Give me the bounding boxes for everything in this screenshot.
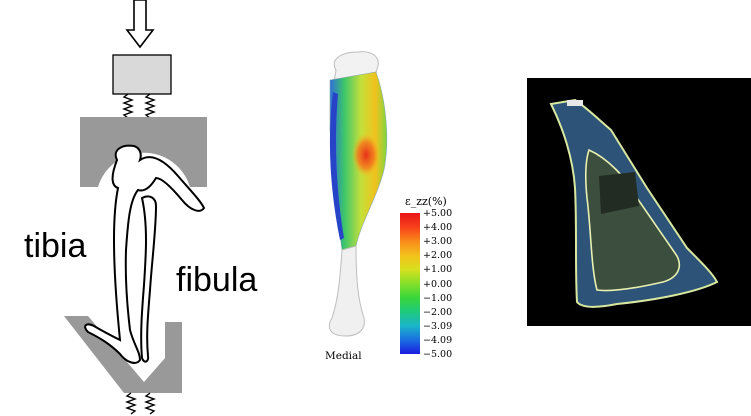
load-cell-block: [112, 54, 172, 95]
colorbar-tick-label: +5.00: [423, 208, 453, 219]
bottom-springs: [125, 392, 156, 415]
tibia-outline: [84, 144, 206, 364]
strain-map-render: [328, 51, 388, 337]
loading-apparatus-diagram: [64, 0, 207, 415]
cross-section-micrograph: [527, 78, 751, 326]
colorbar-tick-label: −1.00: [423, 292, 453, 304]
colorbar-tick-label: +1.00: [423, 264, 453, 276]
colorbar-tick-label: +0.00: [423, 278, 453, 290]
tibia-label: tibia: [24, 227, 87, 265]
load-arrow-icon: [125, 0, 155, 49]
fibula-label: fibula: [176, 261, 258, 299]
knee-cup-fixture: [80, 117, 207, 187]
strain-colorbar: [400, 213, 420, 354]
distal-bone: [328, 245, 365, 337]
colorbar-tick-label: +2.00: [423, 250, 453, 262]
colorbar-tick-label: −3.09: [423, 320, 453, 332]
strain-scale-title: ε_zz(%): [405, 195, 447, 208]
top-springs: [122, 93, 156, 119]
fibula-strain-strip: [329, 92, 344, 240]
specimen-marker: [567, 100, 583, 106]
colorbar-tick-label: −2.00: [423, 306, 453, 318]
colorbar-tick-label: +4.00: [423, 222, 453, 234]
colorbar-tick-label: +3.00: [423, 236, 453, 248]
view-label: Medial: [325, 350, 362, 362]
max-strain-spot: [352, 133, 380, 177]
marrow-dark-zone: [599, 172, 639, 214]
colorbar-tick-label: −4.09: [423, 334, 453, 346]
colorbar-tick-label: −5.00: [423, 349, 453, 360]
fibula-outline: [140, 195, 158, 363]
